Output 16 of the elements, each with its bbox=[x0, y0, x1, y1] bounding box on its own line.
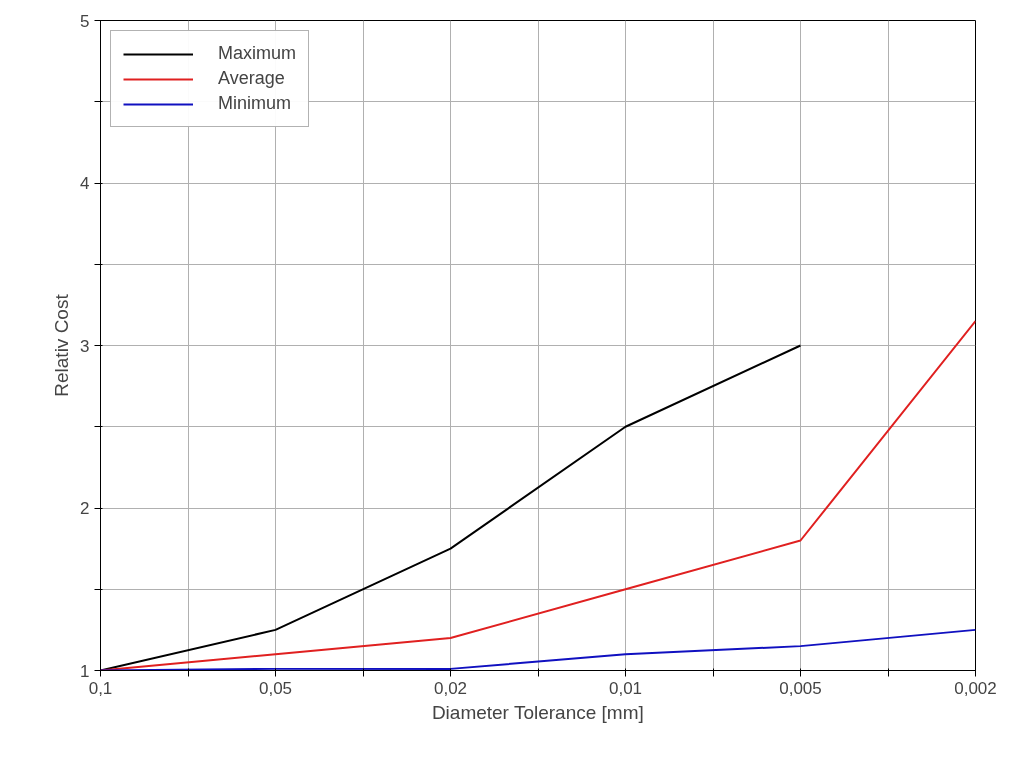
y-tick-label: 4 bbox=[80, 174, 90, 193]
y-tick-label: 2 bbox=[80, 499, 90, 518]
x-tick-label: 0,05 bbox=[258, 678, 293, 698]
legend-label: Minimum bbox=[218, 93, 292, 114]
x-tick-label: 0,01 bbox=[608, 678, 643, 698]
x-tick-label: 0,002 bbox=[954, 678, 997, 698]
x-axis-title: Diameter Tolerance [mm] bbox=[431, 701, 644, 723]
legend-label: Average bbox=[218, 68, 285, 89]
x-tick-label: 0,005 bbox=[779, 678, 822, 698]
y-tick-label: 3 bbox=[80, 336, 90, 356]
x-tick-label: 0,1 bbox=[88, 678, 113, 698]
x-tick-label: 0,02 bbox=[433, 678, 468, 698]
y-tick-label: 5 bbox=[80, 11, 90, 31]
y-axis-title: Relativ Cost bbox=[51, 293, 73, 397]
y-tick-label: 1 bbox=[80, 661, 90, 681]
legend-label: Maximum bbox=[218, 43, 297, 64]
